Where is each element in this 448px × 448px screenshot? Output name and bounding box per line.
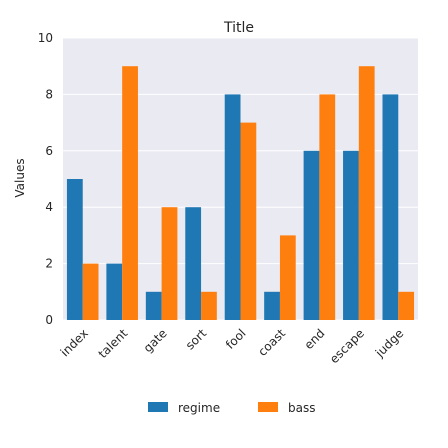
bar-bass-sort [201,291,217,320]
y-tick-label: 4 [45,200,53,214]
y-tick-label: 6 [45,144,53,158]
y-tick-label: 8 [45,87,53,101]
legend-label-regime: regime [178,401,220,415]
bar-bass-judge [398,291,415,320]
bar-bass-talent [122,66,138,320]
bar-regime-end [303,150,320,320]
x-tick-label-coast: coast [255,326,288,359]
bar-bass-coast [279,235,296,320]
y-tick-label: 0 [45,313,53,327]
legend-label-bass: bass [288,401,315,415]
bar-regime-judge [382,94,399,321]
bar-bass-index [82,263,99,320]
bar-regime-sort [185,207,202,320]
y-tick-label: 2 [45,257,53,271]
x-tick-label-index: index [58,326,91,359]
x-tick-label-gate: gate [141,326,170,355]
bar-regime-talent [106,263,123,320]
bar-regime-gate [145,291,162,320]
x-tick-label-talent: talent [96,326,131,361]
bars [66,66,415,321]
y-tick-label: 10 [38,31,53,45]
bar-regime-coast [264,291,280,320]
bar-bass-fool [240,122,257,320]
bar-bass-escape [358,66,375,320]
x-tick-label-sort: sort [183,326,210,353]
chart-title: Title [223,20,254,36]
legend-swatch-regime [148,402,168,412]
y-tick-labels: 0 2 4 6 8 10 [38,31,53,327]
x-tick-label-judge: judge [372,326,406,360]
bar-regime-index [66,179,83,320]
bar-bass-gate [161,207,178,320]
legend-swatch-bass [258,402,278,412]
x-tick-labels: index talent gate sort fool coast end escape jud… [58,326,407,366]
y-axis-label: Values [13,158,27,197]
bar-regime-fool [224,94,241,321]
bar-bass-end [319,94,336,321]
bar-regime-escape [343,150,359,320]
x-tick-label-end: end [302,326,328,352]
legend: regime bass [148,401,315,415]
x-tick-label-fool: fool [223,326,249,352]
x-tick-label-escape: escape [327,326,367,366]
